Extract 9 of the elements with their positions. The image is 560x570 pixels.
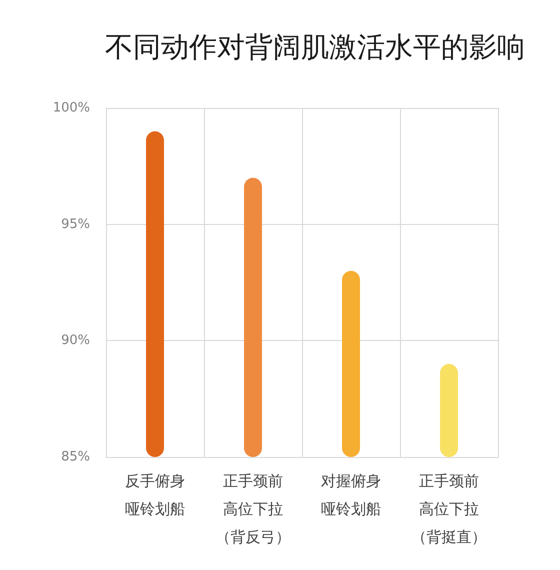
x-tick-label: 正手颈前高位下拉（背反弓） <box>216 472 290 546</box>
y-tick-label: 90% <box>61 333 90 348</box>
y-tick-label: 95% <box>61 216 90 232</box>
chart-title: 不同动作对背阔肌激活水平的影响 <box>105 30 525 64</box>
x-tick-label: 对握俯身哑铃划船 <box>321 472 381 518</box>
x-tick-label: 反手俯身哑铃划船 <box>125 472 185 518</box>
y-tick-label: 100% <box>52 100 90 116</box>
x-tick-label: 正手颈前高位下拉（背挺直） <box>412 472 486 546</box>
y-tick-label: 85% <box>61 450 90 464</box>
